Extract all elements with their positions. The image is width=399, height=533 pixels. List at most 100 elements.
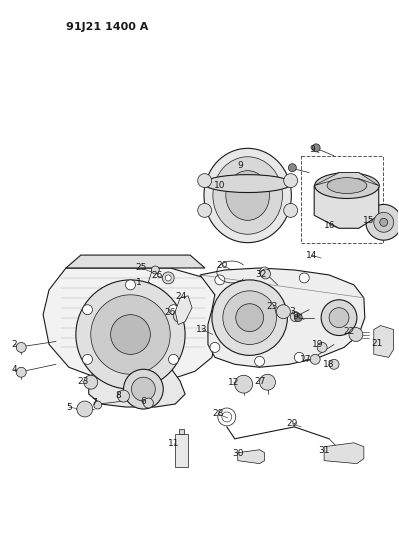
Circle shape xyxy=(77,401,93,417)
Text: 19: 19 xyxy=(312,340,324,349)
Circle shape xyxy=(261,269,271,279)
Polygon shape xyxy=(374,326,394,357)
Circle shape xyxy=(126,379,135,389)
Circle shape xyxy=(223,291,277,344)
Circle shape xyxy=(310,354,320,365)
Circle shape xyxy=(366,205,399,240)
Circle shape xyxy=(173,309,187,322)
Circle shape xyxy=(312,144,320,152)
Polygon shape xyxy=(89,367,185,407)
Polygon shape xyxy=(179,429,184,434)
Text: 28: 28 xyxy=(212,409,223,418)
Circle shape xyxy=(329,359,339,369)
Circle shape xyxy=(236,304,264,332)
Ellipse shape xyxy=(213,157,282,234)
Circle shape xyxy=(16,367,26,377)
Circle shape xyxy=(374,212,394,232)
Circle shape xyxy=(294,352,304,362)
Circle shape xyxy=(198,174,211,188)
Text: 5: 5 xyxy=(66,402,72,411)
Circle shape xyxy=(235,375,253,393)
Circle shape xyxy=(255,357,265,366)
Circle shape xyxy=(277,305,290,319)
Text: 4: 4 xyxy=(12,365,17,374)
Polygon shape xyxy=(324,443,364,464)
Circle shape xyxy=(91,295,170,374)
Text: 6: 6 xyxy=(140,397,146,406)
Circle shape xyxy=(16,343,26,352)
Circle shape xyxy=(198,204,211,217)
Circle shape xyxy=(260,267,269,277)
Text: 10: 10 xyxy=(214,181,225,190)
Circle shape xyxy=(288,164,296,172)
Polygon shape xyxy=(314,173,379,185)
Text: 8: 8 xyxy=(116,391,121,400)
Ellipse shape xyxy=(315,173,379,198)
Text: 32: 32 xyxy=(255,270,266,279)
Circle shape xyxy=(177,313,183,319)
Circle shape xyxy=(132,377,155,401)
Circle shape xyxy=(111,314,150,354)
Text: 9: 9 xyxy=(238,161,243,170)
Text: 30: 30 xyxy=(232,449,243,458)
Circle shape xyxy=(243,451,253,462)
Circle shape xyxy=(294,313,302,321)
Polygon shape xyxy=(238,450,265,464)
Circle shape xyxy=(215,275,225,285)
Ellipse shape xyxy=(204,148,291,243)
Polygon shape xyxy=(175,296,192,325)
Text: 16: 16 xyxy=(324,221,336,230)
Text: 9: 9 xyxy=(309,146,315,155)
Text: 25: 25 xyxy=(136,263,147,272)
Circle shape xyxy=(94,401,102,409)
Circle shape xyxy=(317,343,327,352)
Text: 13: 13 xyxy=(196,325,208,334)
Circle shape xyxy=(349,328,363,342)
Text: 15: 15 xyxy=(363,216,375,225)
Circle shape xyxy=(124,369,163,409)
Circle shape xyxy=(321,300,357,335)
Text: 20: 20 xyxy=(216,261,227,270)
Circle shape xyxy=(212,280,287,356)
Polygon shape xyxy=(200,268,365,367)
Polygon shape xyxy=(66,255,205,268)
Text: 23: 23 xyxy=(77,377,89,386)
Ellipse shape xyxy=(204,175,291,192)
Polygon shape xyxy=(43,268,218,382)
Circle shape xyxy=(126,280,135,290)
Circle shape xyxy=(260,374,275,390)
Text: 91J21 1400 A: 91J21 1400 A xyxy=(66,22,148,32)
Circle shape xyxy=(118,390,130,402)
Text: 22: 22 xyxy=(343,327,355,336)
Circle shape xyxy=(83,305,93,314)
Circle shape xyxy=(168,354,178,365)
Text: 24: 24 xyxy=(176,292,187,301)
Text: 12: 12 xyxy=(228,378,239,386)
Ellipse shape xyxy=(226,171,269,220)
Circle shape xyxy=(84,375,98,389)
Circle shape xyxy=(162,272,174,284)
Polygon shape xyxy=(175,434,188,466)
Text: 27: 27 xyxy=(254,377,265,386)
Circle shape xyxy=(284,174,298,188)
Text: 7: 7 xyxy=(91,398,97,407)
Circle shape xyxy=(329,308,349,328)
Text: 1: 1 xyxy=(136,278,141,287)
Text: 11: 11 xyxy=(168,439,180,448)
Text: 3: 3 xyxy=(289,307,295,316)
Circle shape xyxy=(165,275,171,281)
Ellipse shape xyxy=(327,177,367,193)
Text: 29: 29 xyxy=(286,419,298,429)
Bar xyxy=(301,156,383,243)
Circle shape xyxy=(284,204,298,217)
Circle shape xyxy=(83,354,93,365)
Text: 18: 18 xyxy=(323,360,335,369)
Text: 9c: 9c xyxy=(292,312,303,321)
Text: 14: 14 xyxy=(306,251,317,260)
Text: 26: 26 xyxy=(152,271,163,280)
Polygon shape xyxy=(314,173,379,228)
Circle shape xyxy=(210,343,220,352)
Text: 2: 2 xyxy=(12,340,17,349)
Circle shape xyxy=(299,273,309,283)
Text: 17: 17 xyxy=(300,355,311,364)
